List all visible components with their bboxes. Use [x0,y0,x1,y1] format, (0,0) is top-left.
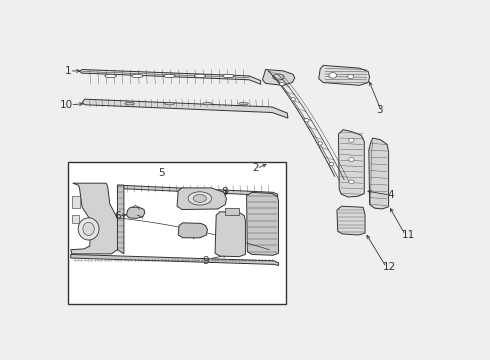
Ellipse shape [222,74,234,77]
Text: 11: 11 [402,230,416,240]
Circle shape [304,118,309,122]
FancyBboxPatch shape [68,162,287,304]
Circle shape [329,162,334,166]
Ellipse shape [165,102,174,105]
Polygon shape [339,130,364,197]
Text: 6: 6 [115,211,121,221]
Ellipse shape [164,74,175,77]
Circle shape [347,74,354,79]
Text: 7: 7 [190,231,196,241]
Text: 8: 8 [221,187,228,197]
Text: 4: 4 [387,190,393,200]
Polygon shape [79,69,261,84]
Polygon shape [177,188,226,210]
Circle shape [349,138,354,142]
Polygon shape [246,192,278,255]
Text: 3: 3 [377,105,383,115]
Polygon shape [263,69,295,85]
Circle shape [291,98,295,101]
Text: 2: 2 [252,163,259,174]
Polygon shape [71,183,119,254]
Text: 10: 10 [59,100,73,110]
Ellipse shape [125,102,134,105]
Ellipse shape [105,74,116,77]
Text: 1: 1 [65,66,72,76]
Ellipse shape [239,102,248,105]
Circle shape [329,73,337,78]
Circle shape [349,158,354,162]
Circle shape [318,142,322,145]
Ellipse shape [194,74,206,77]
Ellipse shape [83,222,94,235]
Ellipse shape [188,192,212,205]
Ellipse shape [131,74,143,77]
Polygon shape [82,99,288,118]
Polygon shape [118,185,124,254]
FancyBboxPatch shape [72,195,80,208]
Text: 9: 9 [202,256,209,266]
Polygon shape [178,223,207,238]
FancyBboxPatch shape [72,215,79,223]
Polygon shape [369,138,389,209]
Circle shape [280,82,284,86]
Ellipse shape [193,194,206,202]
Circle shape [349,180,354,184]
Polygon shape [337,206,365,235]
Ellipse shape [203,102,212,105]
Polygon shape [215,212,245,257]
Text: 12: 12 [383,262,396,272]
Ellipse shape [78,218,99,240]
Polygon shape [71,255,278,266]
Polygon shape [118,185,278,197]
Text: 5: 5 [159,168,165,178]
FancyBboxPatch shape [224,208,239,215]
Polygon shape [126,207,145,219]
Polygon shape [318,66,369,85]
